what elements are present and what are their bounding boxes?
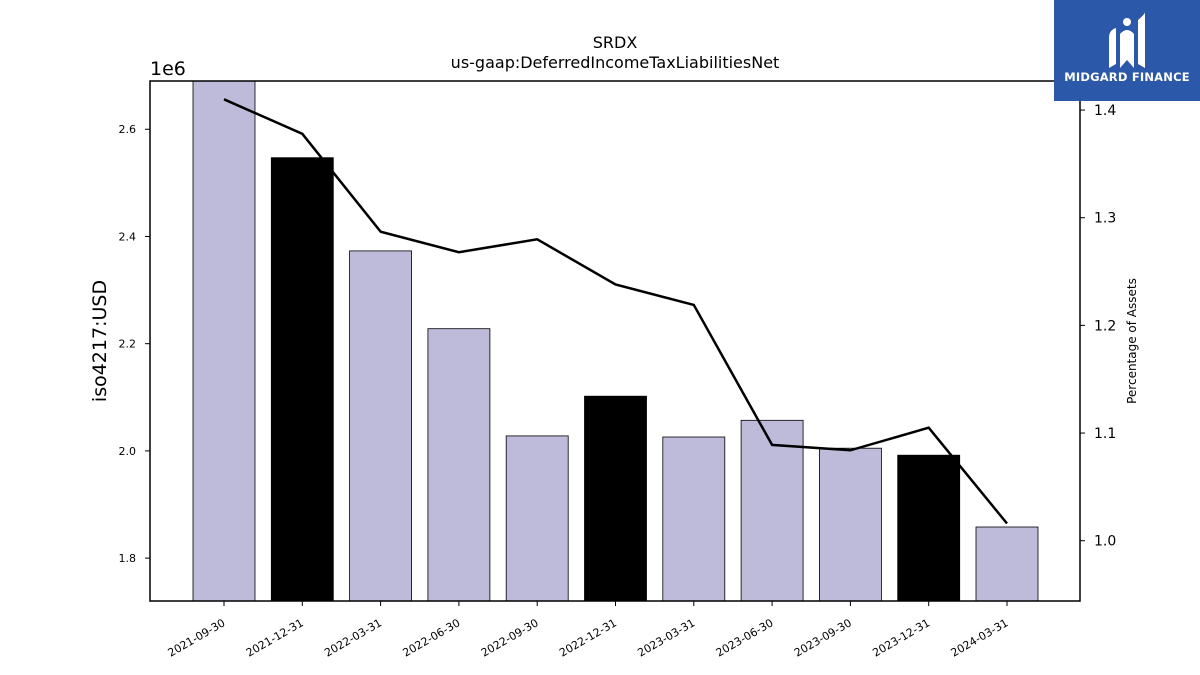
x-tick-label: 2023-09-30 — [792, 616, 854, 659]
bar-2022-12-31 — [584, 395, 647, 602]
bar-2022-03-31 — [349, 250, 413, 602]
y2-axis-label: Percentage of Assets — [1125, 278, 1139, 404]
y-tick-label: 1.8 — [119, 552, 137, 565]
bars-group — [192, 80, 1039, 602]
x-tick-label: 2022-09-30 — [479, 616, 541, 659]
x-tick-label: 2021-12-31 — [244, 616, 306, 659]
bar-2022-09-30 — [505, 435, 569, 602]
y-tick-label: 2.2 — [119, 338, 137, 351]
logo-text: MIDGARD FINANCE — [1064, 70, 1190, 84]
x-tick-label: 2023-03-31 — [635, 616, 697, 659]
y-tick-label: 2.0 — [119, 445, 137, 458]
y2-tick-label: 1.3 — [1094, 211, 1116, 227]
bar-2023-03-31 — [662, 436, 726, 602]
y2-tick-label: 1.4 — [1094, 103, 1116, 119]
y2-tick-label: 1.1 — [1094, 426, 1116, 442]
x-tick-label: 2023-12-31 — [870, 616, 932, 659]
y-tick-label: 2.4 — [119, 230, 137, 243]
bar-2024-03-31 — [975, 526, 1039, 602]
y-offset-label: 1e6 — [150, 58, 186, 80]
x-tick-label: 2022-06-30 — [401, 616, 463, 659]
pct-assets-line — [223, 98, 1008, 525]
midgard-finance-logo: MIDGARD FINANCE — [1054, 0, 1200, 101]
x-tick-label: 2022-12-31 — [557, 616, 619, 659]
line-group — [223, 98, 1008, 525]
y-axis-label: iso4217:USD — [89, 280, 111, 402]
logo-mark-icon — [1109, 12, 1145, 68]
chart-title: SRDX — [593, 33, 638, 52]
y2-tick-label: 1.0 — [1094, 534, 1116, 550]
bar-2021-09-30 — [192, 80, 256, 602]
x-tick-label: 2021-09-30 — [166, 616, 228, 659]
x-tick-label: 2022-03-31 — [322, 616, 384, 659]
bar-2023-06-30 — [740, 419, 804, 602]
x-tick-label: 2023-06-30 — [714, 616, 776, 659]
bar-2021-12-31 — [270, 157, 334, 602]
y2-tick-label: 1.2 — [1094, 318, 1116, 334]
chart-subtitle: us-gaap:DeferredIncomeTaxLiabilitiesNet — [451, 53, 780, 72]
bar-2023-09-30 — [819, 447, 882, 602]
bar-2023-12-31 — [897, 454, 961, 602]
bar-2022-06-30 — [427, 328, 491, 602]
x-tick-label: 2024-03-31 — [949, 616, 1011, 659]
y-tick-label: 2.6 — [119, 123, 137, 136]
